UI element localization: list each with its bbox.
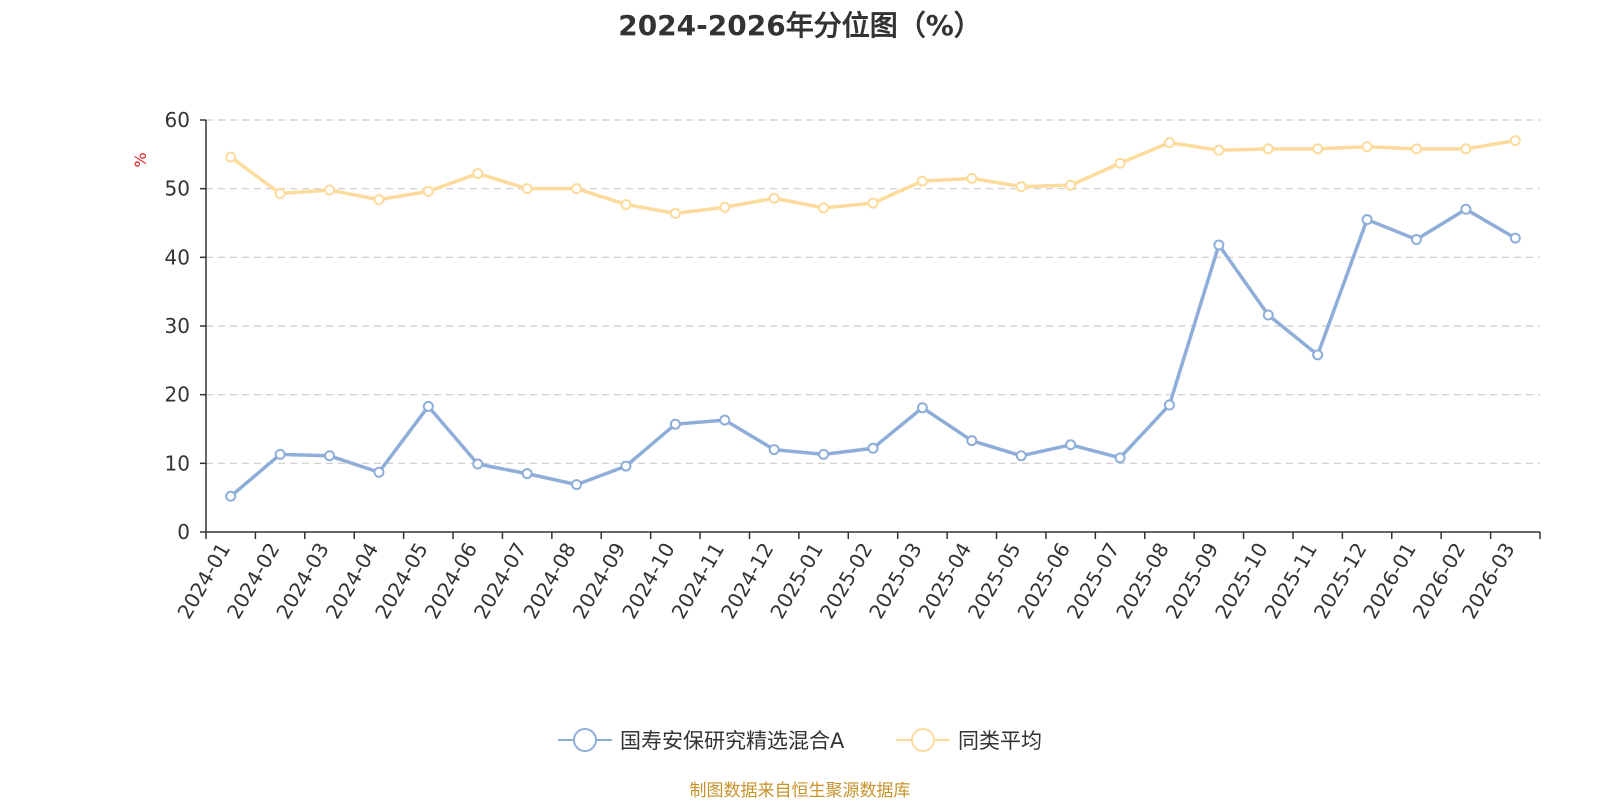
data-point[interactable]: [571, 479, 583, 491]
data-point[interactable]: [1460, 143, 1472, 155]
data-point[interactable]: [1114, 452, 1126, 464]
data-point[interactable]: [472, 458, 484, 470]
data-point[interactable]: [521, 183, 533, 195]
y-tick-label: 30: [165, 314, 190, 338]
legend-item[interactable]: 国寿安保研究精选混合A: [558, 728, 845, 753]
data-point[interactable]: [818, 448, 830, 460]
data-point[interactable]: [966, 172, 978, 184]
data-point[interactable]: [1509, 135, 1521, 147]
legend-marker: [911, 728, 935, 752]
source-note: 制图数据来自恒生聚源数据库: [689, 781, 911, 801]
data-point[interactable]: [373, 466, 385, 478]
legend-label: 国寿安保研究精选混合A: [620, 729, 845, 753]
data-point[interactable]: [867, 197, 879, 209]
y-tick-label: 0: [177, 520, 190, 544]
data-point[interactable]: [225, 490, 237, 502]
data-point[interactable]: [1114, 157, 1126, 169]
y-axis-label: %: [131, 152, 150, 167]
data-point[interactable]: [324, 184, 336, 196]
data-point[interactable]: [1460, 203, 1472, 215]
data-point[interactable]: [422, 185, 434, 197]
y-tick-label: 20: [165, 383, 190, 407]
data-point[interactable]: [274, 448, 286, 460]
data-point[interactable]: [1361, 214, 1373, 226]
data-point[interactable]: [1015, 181, 1027, 193]
data-point[interactable]: [1509, 232, 1521, 244]
data-point[interactable]: [1410, 143, 1422, 155]
data-point[interactable]: [1213, 144, 1225, 156]
y-tick-label: 50: [165, 177, 190, 201]
data-point[interactable]: [1262, 143, 1274, 155]
data-point[interactable]: [966, 435, 978, 447]
data-point[interactable]: [1015, 450, 1027, 462]
data-point[interactable]: [768, 192, 780, 204]
data-point[interactable]: [1312, 143, 1324, 155]
legend[interactable]: 国寿安保研究精选混合A 同类平均: [558, 728, 1042, 753]
data-point[interactable]: [274, 187, 286, 199]
data-point[interactable]: [669, 207, 681, 219]
y-tick-label: 40: [165, 245, 190, 269]
data-point[interactable]: [373, 194, 385, 206]
data-point[interactable]: [472, 168, 484, 180]
data-point[interactable]: [571, 183, 583, 195]
data-point[interactable]: [1065, 179, 1077, 191]
data-point[interactable]: [620, 460, 632, 472]
data-point[interactable]: [1213, 239, 1225, 251]
data-point[interactable]: [422, 400, 434, 412]
data-point[interactable]: [1312, 349, 1324, 361]
data-point[interactable]: [1163, 137, 1175, 149]
legend-marker: [573, 728, 597, 752]
data-point[interactable]: [669, 418, 681, 430]
data-point[interactable]: [1163, 399, 1175, 411]
data-point[interactable]: [916, 402, 928, 414]
y-tick-label: 10: [165, 451, 190, 475]
series-lines: [225, 135, 1521, 502]
y-tick-label: 60: [165, 108, 190, 132]
legend-item[interactable]: 同类平均: [896, 728, 1042, 753]
data-point[interactable]: [620, 198, 632, 210]
data-point[interactable]: [1410, 233, 1422, 245]
data-point[interactable]: [1262, 309, 1274, 321]
data-point[interactable]: [1065, 439, 1077, 451]
chart-title: 2024-2026年分位图（%）: [618, 9, 982, 42]
data-point[interactable]: [867, 442, 879, 454]
legend-label: 同类平均: [958, 729, 1042, 753]
data-point[interactable]: [225, 151, 237, 163]
data-point[interactable]: [818, 202, 830, 214]
data-point[interactable]: [768, 444, 780, 456]
data-point[interactable]: [719, 414, 731, 426]
axes: 01020304050602024-012024-022024-032024-0…: [165, 108, 1541, 623]
data-point[interactable]: [1361, 141, 1373, 153]
data-point[interactable]: [916, 175, 928, 187]
data-point[interactable]: [719, 201, 731, 213]
data-point[interactable]: [521, 468, 533, 480]
data-point[interactable]: [324, 450, 336, 462]
